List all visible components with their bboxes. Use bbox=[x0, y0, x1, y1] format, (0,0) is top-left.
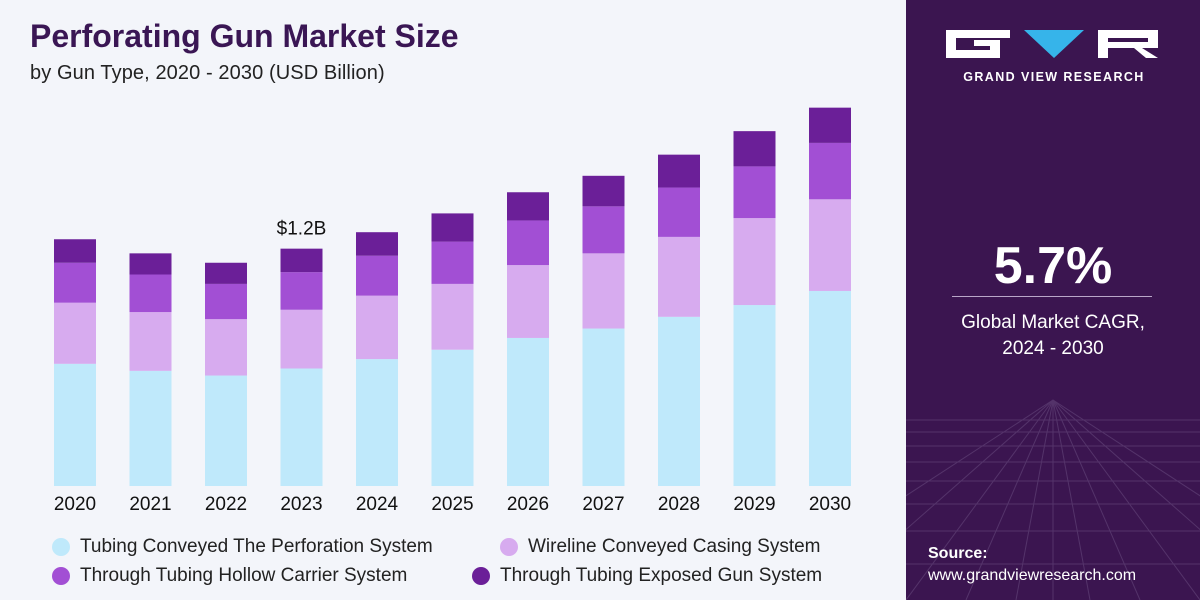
x-tick-label-2022: 2022 bbox=[205, 494, 247, 515]
bar-2021-wireline-conveyed-casing-system bbox=[129, 312, 172, 371]
legend-label-exposed-gun: Through Tubing Exposed Gun System bbox=[500, 565, 823, 586]
bar-2027-tubing-conveyed-the-perforation-system bbox=[582, 328, 625, 486]
bar-2022-wireline-conveyed-casing-system bbox=[205, 319, 247, 376]
bar-2026-tubing-conveyed-the-perforation-system bbox=[507, 337, 549, 486]
bar-2026-through-tubing-hollow-carrier-system bbox=[507, 220, 549, 266]
bar-2023-through-tubing-hollow-carrier-system bbox=[280, 272, 323, 310]
chart-title: Perforating Gun Market Size bbox=[30, 18, 459, 54]
bar-2021-through-tubing-hollow-carrier-system bbox=[129, 274, 172, 313]
bar-2020-through-tubing-exposed-gun-system bbox=[54, 239, 96, 263]
legend-label-wireline-conveyed: Wireline Conveyed Casing System bbox=[528, 536, 821, 557]
bar-2020-wireline-conveyed-casing-system bbox=[54, 302, 96, 364]
chart-subtitle: by Gun Type, 2020 - 2030 (USD Billion) bbox=[30, 62, 385, 84]
perspective-grid-background bbox=[906, 399, 1200, 600]
gvr-logo-icon bbox=[946, 30, 1158, 58]
cagr-divider bbox=[952, 296, 1152, 297]
cagr-value: 5.7% bbox=[993, 237, 1113, 295]
x-tick-label-2029: 2029 bbox=[733, 494, 775, 515]
x-tick-label-2028: 2028 bbox=[658, 494, 700, 515]
bar-2030-wireline-conveyed-casing-system bbox=[809, 199, 851, 291]
bar-2024-tubing-conveyed-the-perforation-system bbox=[356, 359, 398, 486]
bar-2020-tubing-conveyed-the-perforation-system bbox=[54, 363, 96, 486]
bar-2021-tubing-conveyed-the-perforation-system bbox=[129, 370, 172, 486]
brand-logo bbox=[944, 24, 1164, 64]
x-tick-label-2027: 2027 bbox=[582, 494, 624, 515]
bar-2027-through-tubing-hollow-carrier-system bbox=[582, 206, 625, 254]
bar-2027-through-tubing-exposed-gun-system bbox=[582, 175, 625, 207]
legend-item-wireline-conveyed: Wireline Conveyed Casing System bbox=[500, 536, 821, 558]
bar-2023-through-tubing-exposed-gun-system bbox=[280, 248, 323, 273]
x-tick-label-2020: 2020 bbox=[54, 494, 96, 515]
bar-2027-wireline-conveyed-casing-system bbox=[582, 253, 625, 329]
legend-swatch-hollow-carrier bbox=[52, 567, 70, 585]
x-tick-label-2024: 2024 bbox=[356, 494, 399, 515]
legend-item-tubing-conveyed: Tubing Conveyed The Perforation System bbox=[52, 536, 433, 558]
bar-2023-tubing-conveyed-the-perforation-system bbox=[280, 368, 323, 486]
legend-swatch-wireline-conveyed bbox=[500, 538, 518, 556]
legend-swatch-exposed-gun bbox=[472, 567, 490, 585]
bar-2030-through-tubing-hollow-carrier-system bbox=[809, 142, 851, 200]
bar-2024-through-tubing-hollow-carrier-system bbox=[356, 255, 398, 296]
bar-2022-through-tubing-hollow-carrier-system bbox=[205, 283, 247, 320]
bar-2020-through-tubing-hollow-carrier-system bbox=[54, 262, 96, 303]
bar-2029-through-tubing-exposed-gun-system bbox=[733, 131, 776, 167]
bar-2026-wireline-conveyed-casing-system bbox=[507, 265, 549, 338]
x-tick-label-2026: 2026 bbox=[507, 494, 549, 515]
bar-2030-tubing-conveyed-the-perforation-system bbox=[809, 290, 851, 486]
x-tick-label-2021: 2021 bbox=[129, 494, 171, 515]
legend-label-hollow-carrier: Through Tubing Hollow Carrier System bbox=[80, 565, 408, 586]
bar-2028-tubing-conveyed-the-perforation-system bbox=[658, 316, 700, 486]
bar-2028-wireline-conveyed-casing-system bbox=[658, 236, 700, 317]
legend-label-tubing-conveyed: Tubing Conveyed The Perforation System bbox=[80, 536, 433, 557]
legend-swatch-tubing-conveyed bbox=[52, 538, 70, 556]
source-label: Source: bbox=[928, 545, 988, 562]
bar-2023-wireline-conveyed-casing-system bbox=[280, 309, 323, 369]
brand-name: GRAND VIEW RESEARCH bbox=[963, 70, 1145, 84]
x-tick-label-2030: 2030 bbox=[809, 494, 851, 515]
bar-2026-through-tubing-exposed-gun-system bbox=[507, 192, 549, 221]
bar-2025-tubing-conveyed-the-perforation-system bbox=[431, 349, 474, 486]
x-tick-label-2023: 2023 bbox=[280, 494, 322, 515]
x-tick-label-2025: 2025 bbox=[431, 494, 473, 515]
legend-item-hollow-carrier: Through Tubing Hollow Carrier System bbox=[52, 565, 407, 587]
bar-2028-through-tubing-exposed-gun-system bbox=[658, 154, 700, 188]
bar-annotation-2023: $1.2B bbox=[277, 219, 327, 240]
bar-2025-through-tubing-hollow-carrier-system bbox=[431, 241, 474, 284]
stacked-bar-chart: 2020 2021 2022 2023 $1.2B 2024 2025 2026 2027 202… bbox=[54, 107, 851, 515]
bar-2029-tubing-conveyed-the-perforation-system bbox=[733, 305, 776, 486]
bar-2024-through-tubing-exposed-gun-system bbox=[356, 232, 398, 256]
chart-panel: 2020 2021 2022 2023 $1.2B 2024 2025 2026 2027 202… bbox=[30, 18, 852, 587]
legend-item-exposed-gun: Through Tubing Exposed Gun System bbox=[472, 565, 822, 587]
bar-2022-tubing-conveyed-the-perforation-system bbox=[205, 375, 247, 486]
bar-2025-through-tubing-exposed-gun-system bbox=[431, 213, 474, 242]
bar-2021-through-tubing-exposed-gun-system bbox=[129, 253, 172, 275]
bar-2030-through-tubing-exposed-gun-system bbox=[809, 107, 851, 143]
bar-2029-wireline-conveyed-casing-system bbox=[733, 218, 776, 306]
bar-2025-wireline-conveyed-casing-system bbox=[431, 283, 474, 350]
bar-2028-through-tubing-hollow-carrier-system bbox=[658, 187, 700, 237]
bar-2024-wireline-conveyed-casing-system bbox=[356, 295, 398, 360]
cagr-label: Global Market CAGR, 2024 - 2030 bbox=[961, 312, 1145, 359]
sidebar-panel: GRAND VIEW RESEARCH 5.7% Global Market C… bbox=[906, 0, 1200, 600]
source-url: www.grandviewresearch.com bbox=[928, 567, 1137, 584]
bar-2022-through-tubing-exposed-gun-system bbox=[205, 262, 247, 284]
bar-2029-through-tubing-hollow-carrier-system bbox=[733, 166, 776, 219]
